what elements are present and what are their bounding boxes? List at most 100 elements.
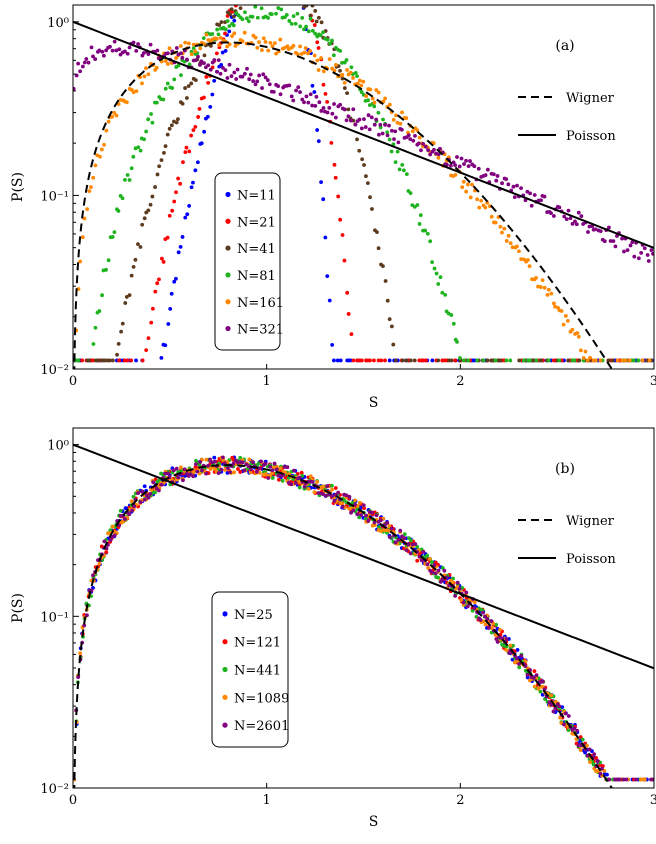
point-N=321	[114, 48, 119, 53]
point-N=41	[387, 317, 392, 322]
point-N=2601	[421, 549, 426, 554]
point-N=2601	[566, 714, 571, 718]
point-N=321	[564, 217, 569, 222]
point-N=81	[417, 222, 422, 226]
point-N=41	[385, 298, 390, 303]
point-N=321	[549, 211, 553, 216]
point-N=81	[393, 160, 398, 165]
point-N=161	[552, 301, 556, 306]
point-N=321	[385, 133, 390, 138]
point-N=321	[494, 178, 499, 183]
point-N=1089	[508, 643, 513, 648]
point-N=321	[586, 230, 590, 234]
point-N=11	[180, 235, 185, 239]
point-N=321	[255, 79, 260, 84]
point-N=321	[227, 62, 232, 67]
point-N=2601	[274, 467, 279, 472]
point-N=1089	[271, 465, 276, 470]
point-N=41	[176, 117, 180, 122]
point-N=41	[184, 96, 189, 100]
point-N=321	[251, 79, 256, 83]
point-N=321	[462, 162, 466, 166]
point-N=81	[434, 271, 439, 276]
point-N=2601	[156, 488, 161, 493]
point-N=41	[362, 163, 366, 167]
point-N=21	[312, 23, 317, 27]
legend-label: N=1089	[234, 691, 289, 706]
y-tick-label: 10⁻²	[40, 782, 69, 797]
plot-frame	[72, 4, 655, 370]
point-N=2601	[108, 538, 113, 542]
point-N=441	[270, 476, 275, 480]
point-N=321	[411, 138, 416, 143]
legend-marker	[225, 245, 231, 251]
point-N=81	[389, 149, 394, 154]
point-N=2601	[344, 493, 349, 498]
point-N=81	[289, 21, 294, 26]
point-N=41	[157, 164, 162, 169]
point-N=321	[483, 173, 488, 177]
point-N=81	[276, 6, 281, 10]
point-N=81	[76, 358, 81, 363]
point-N=11	[134, 358, 138, 363]
point-N=81	[330, 38, 334, 43]
point-N=441	[153, 490, 158, 495]
point-N=41	[404, 358, 409, 363]
point-N=81	[274, 11, 278, 16]
point-N=1089	[498, 627, 502, 632]
point-N=21	[172, 199, 177, 204]
wigner-legend-label: Wigner	[566, 91, 615, 106]
point-N=2601	[359, 513, 364, 517]
point-N=21	[340, 233, 345, 237]
point-N=2601	[378, 518, 383, 523]
point-N=2601	[191, 474, 196, 479]
point-N=21	[202, 95, 206, 100]
point-N=321	[615, 234, 619, 238]
point-N=41	[566, 358, 571, 363]
point-N=441	[194, 458, 198, 463]
point-N=2601	[310, 480, 315, 484]
point-N=2601	[323, 493, 328, 498]
point-N=321	[353, 122, 358, 127]
point-N=121	[594, 756, 598, 760]
point-N=2601	[340, 504, 345, 509]
point-N=21	[316, 46, 321, 50]
point-N=161	[253, 35, 258, 40]
point-N=321	[108, 44, 112, 49]
point-N=81	[127, 178, 132, 182]
point-N=161	[345, 68, 349, 72]
point-N=441	[118, 508, 123, 513]
point-N=2601	[495, 640, 500, 644]
point-N=81	[125, 173, 130, 177]
point-N=41	[381, 264, 385, 269]
point-N=161	[217, 43, 221, 47]
point-N=81	[349, 65, 354, 70]
point-N=81	[298, 24, 303, 29]
point-N=321	[377, 132, 381, 137]
legend-marker	[222, 666, 228, 673]
point-N=321	[568, 216, 573, 221]
legend-label: N=25	[234, 608, 273, 623]
point-N=81	[165, 81, 170, 86]
point-N=2601	[146, 495, 151, 500]
point-N=81	[415, 203, 420, 207]
point-N=41	[87, 358, 92, 363]
point-N=321	[247, 77, 252, 82]
point-N=2601	[254, 469, 259, 474]
legend-label: N=2601	[234, 719, 289, 734]
point-N=441	[517, 665, 522, 670]
point-N=81	[430, 260, 435, 265]
point-N=2601	[366, 519, 371, 523]
point-N=2601	[293, 481, 298, 485]
point-N=2601	[575, 728, 580, 733]
point-N=81	[144, 129, 149, 134]
point-N=321	[491, 172, 496, 177]
point-N=81	[534, 358, 539, 363]
point-N=121	[238, 470, 243, 474]
point-N=161	[308, 49, 313, 53]
point-N=81	[344, 58, 349, 62]
point-N=41	[449, 358, 454, 363]
point-N=41	[129, 273, 134, 278]
point-N=121	[299, 470, 304, 475]
point-N=21	[160, 256, 164, 261]
